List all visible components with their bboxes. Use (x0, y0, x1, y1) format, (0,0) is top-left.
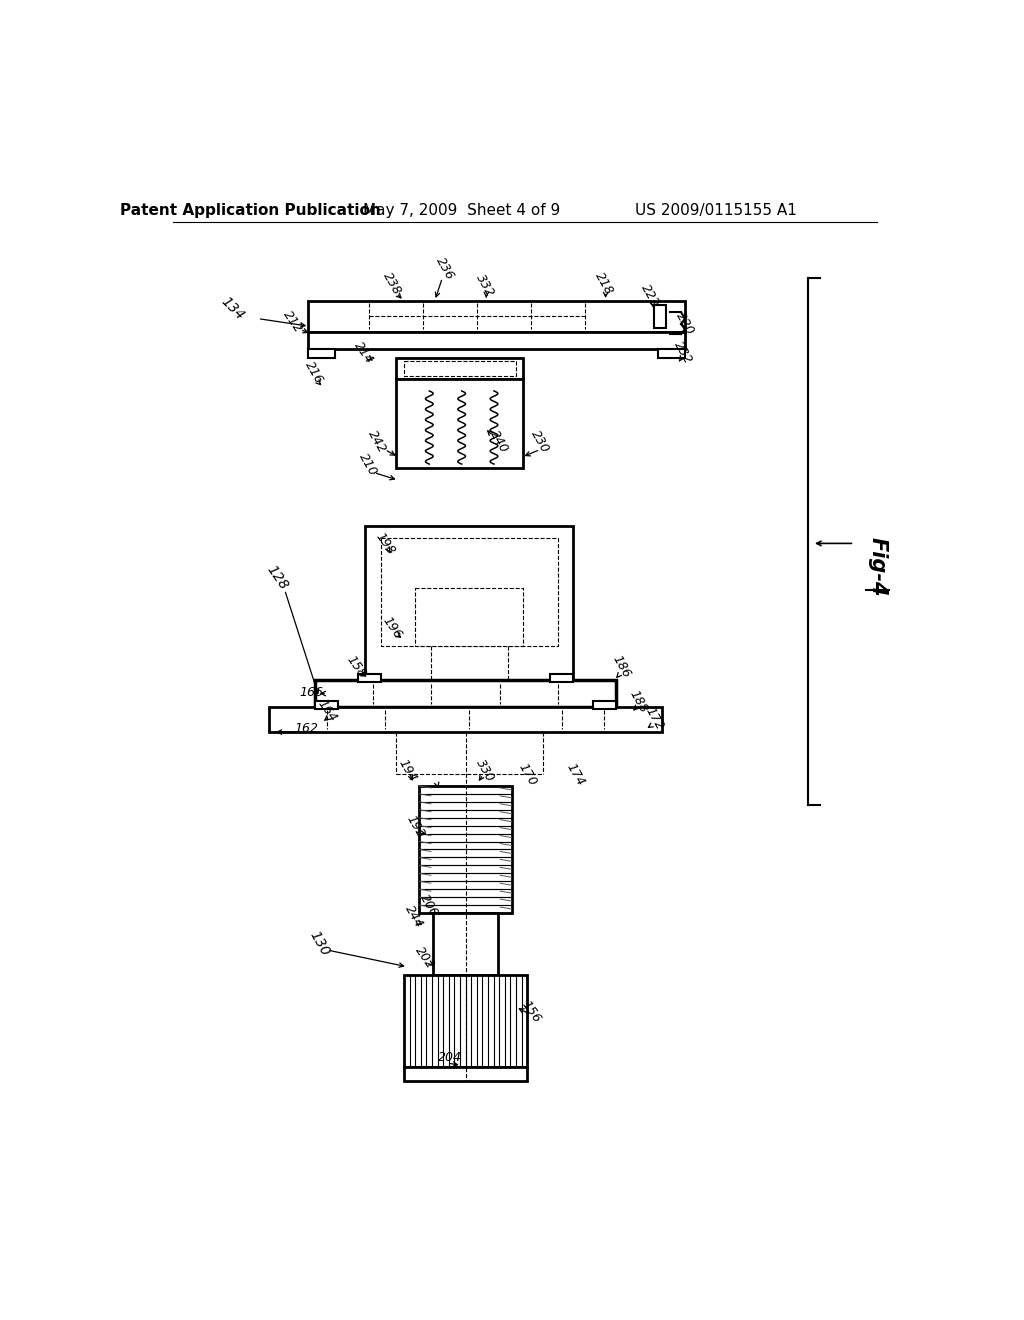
Text: 236: 236 (433, 255, 457, 282)
Text: 128: 128 (263, 564, 290, 593)
Text: 166: 166 (299, 685, 323, 698)
Bar (658, 348, 685, 358)
Text: 170: 170 (515, 760, 539, 788)
Text: US 2009/0115155 A1: US 2009/0115155 A1 (635, 203, 797, 218)
Text: 134: 134 (218, 294, 247, 323)
Bar (550, 675, 573, 682)
Text: 210: 210 (356, 451, 379, 479)
Bar (366, 527, 573, 681)
Text: 218: 218 (593, 271, 615, 297)
Bar (315, 681, 615, 708)
Text: 214: 214 (351, 339, 376, 366)
Bar (403, 360, 515, 376)
Bar (396, 379, 523, 469)
Bar (307, 348, 335, 358)
Text: 242: 242 (366, 428, 388, 455)
Text: 130: 130 (306, 929, 332, 958)
Text: 174: 174 (564, 760, 587, 788)
Text: 156: 156 (519, 998, 543, 1026)
Text: 162: 162 (294, 722, 318, 735)
Text: 192: 192 (403, 813, 427, 841)
Bar (307, 331, 685, 348)
Bar (416, 589, 523, 645)
Text: 196: 196 (380, 615, 404, 642)
Text: 202: 202 (413, 944, 437, 972)
Text: 194: 194 (396, 756, 420, 784)
Text: 164: 164 (314, 698, 339, 725)
Bar (419, 785, 512, 913)
Bar (403, 1067, 527, 1081)
Bar (307, 301, 685, 331)
Bar (396, 358, 523, 379)
Text: 200: 200 (418, 891, 441, 919)
Text: 158: 158 (344, 653, 369, 680)
Text: May 7, 2009  Sheet 4 of 9: May 7, 2009 Sheet 4 of 9 (364, 203, 560, 218)
Text: 222: 222 (639, 281, 662, 309)
Text: 330: 330 (473, 756, 497, 784)
Text: Fig-4: Fig-4 (867, 537, 888, 597)
Text: 186: 186 (610, 653, 634, 680)
Text: 232: 232 (672, 339, 695, 366)
Text: 204: 204 (438, 1051, 462, 1064)
Text: Patent Application Publication: Patent Application Publication (120, 203, 380, 218)
Text: 188: 188 (627, 688, 650, 715)
Bar (433, 913, 498, 974)
Text: 230: 230 (528, 428, 552, 455)
Text: 172: 172 (642, 705, 666, 733)
Bar (269, 708, 662, 733)
Bar (357, 675, 381, 682)
Bar (315, 701, 339, 709)
Text: 212: 212 (280, 308, 304, 335)
Text: 332: 332 (473, 272, 497, 300)
Text: 220: 220 (674, 310, 696, 338)
Text: 244: 244 (402, 903, 426, 931)
Text: 240: 240 (487, 428, 510, 455)
Text: 238: 238 (381, 271, 404, 297)
Text: 216: 216 (302, 359, 326, 387)
Bar (403, 974, 527, 1067)
Bar (654, 305, 666, 327)
Bar (593, 701, 615, 709)
Bar (381, 539, 558, 645)
Text: 198: 198 (373, 529, 397, 557)
